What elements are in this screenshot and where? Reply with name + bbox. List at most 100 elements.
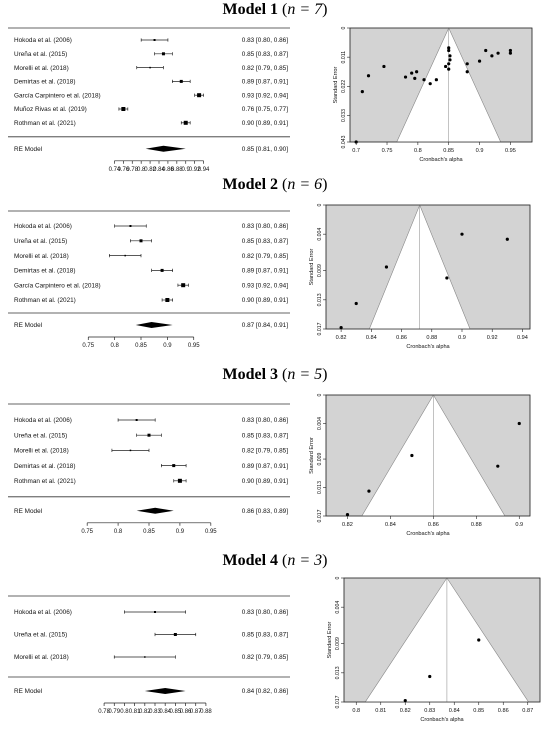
study-label: Rothman et al. (2021) [14,297,76,304]
forest-x-tick-label: 0.82 [139,709,151,715]
funnel-point [484,48,488,53]
study-point-marker [197,93,202,98]
study-label: Ureña et al. (2015) [14,432,67,439]
study-ci-text: 0.83 [0.80, 0.86] [242,417,288,424]
funnel-x-axis-title: Cronbach's alpha [406,531,450,537]
funnel-y-tick-label: 0.017 [317,322,323,335]
funnel-x-tick-label: 0.82 [336,335,347,341]
funnel-point [517,421,521,426]
study-point-marker [124,254,126,257]
funnel-point [410,453,414,458]
forest-x-tick-label: 0.75 [82,343,94,349]
study-label: García Carpintero et al. (2018) [14,282,101,289]
re-model-label: RE Model [14,688,42,695]
funnel-point [445,276,449,280]
model-title-text: Model 2 [222,176,279,193]
funnel-y-tick-label: 0.017 [317,509,323,522]
study-label: Morelli et al. (2018) [14,65,69,72]
re-model-label: RE Model [14,322,42,329]
study-label: Rothman et al. (2021) [14,120,76,127]
re-model-ci-text: 0.87 [0.84, 0.91] [242,322,288,329]
funnel-point [447,67,451,71]
funnel-y-tick-label: 0.009 [317,264,323,277]
funnel-plot-model-1: 0.7 0.75 0.8 0.85 0.9 0.95 Cronbach's alpha 0 0.… [333,26,533,163]
model-n-text: n = 7 [287,1,323,18]
funnel-x-tick-label: 0.95 [505,148,516,154]
study-ci-text: 0.83 [0.80, 0.86] [242,223,288,230]
study-label: Demirtas et al. (2018) [14,79,75,86]
study-point-marker [129,225,132,227]
funnel-point [496,464,500,468]
funnel-plot-model-2: 0.82 0.84 0.86 0.88 0.9 0.92 0.94 Cronbach's al… [309,203,531,350]
study-point-marker [179,79,183,83]
study-label: Demirtas et al. (2018) [14,463,75,470]
funnel-x-tick-label: 0.8 [414,148,422,154]
funnel-y-tick-label: 0.004 [317,417,323,430]
funnel-x-tick-label: 0.9 [515,522,523,528]
forest-x-tick-label: 0.75 [81,529,93,535]
funnel-point [496,51,500,55]
forest-x-tick-label: 0.95 [188,343,200,349]
forest-x-tick-label: 0.87 [190,709,202,715]
model-title-text: Model 3 [222,366,279,383]
study-ci-text: 0.90 [0.89, 0.91] [242,297,288,304]
funnel-point [505,237,509,241]
funnel-plot-model-3: 0.82 0.84 0.86 0.88 0.9 Cronbach's alpha 0 0.00… [309,393,531,537]
study-point-marker [165,298,170,302]
funnel-x-tick-label: 0.86 [428,522,439,528]
funnel-point [428,674,432,679]
funnel-y-tick-label: 0.022 [341,80,347,93]
study-label: Hokoda et al. (2006) [14,417,72,424]
forest-x-tick-label: 0.92 [189,167,201,173]
study-ci-text: 0.82 [0.79, 0.85] [242,65,288,72]
forest-x-tick-label: 0.84 [153,167,165,173]
study-label: Ureña et al. (2015) [14,238,67,245]
model-2-title: Model 2 (n = 6) [0,176,550,194]
study-ci-text: 0.89 [0.87, 0.91] [242,463,288,470]
funnel-frame [325,394,531,517]
study-ci-text: 0.85 [0.83, 0.87] [242,51,288,58]
funnel-point [460,232,464,236]
funnel-x-tick-label: 0.86 [498,708,509,714]
funnel-x-tick-label: 0.9 [476,148,484,154]
forest-x-tick-label: 0.88 [200,709,212,715]
model-1-title: Model 1 (n = 7) [0,1,550,19]
funnel-x-tick-label: 0.83 [424,708,435,714]
funnel-point [367,489,371,493]
study-point-marker [181,283,186,288]
model-title-text: Model 1 [222,1,279,18]
study-point-marker [135,419,138,421]
funnel-point [410,71,414,75]
funnel-y-tick-label: 0.017 [335,695,341,708]
forest-x-tick-label: 0.94 [198,167,210,173]
study-ci-text: 0.90 [0.89, 0.91] [242,120,288,127]
re-model-label: RE Model [14,508,42,515]
funnel-point [434,78,438,82]
funnel-y-axis-title: Standard Error [333,67,339,104]
study-label: Morelli et al. (2018) [14,448,69,455]
study-ci-text: 0.82 [0.79, 0.85] [242,253,288,260]
forest-x-tick-label: 0.74 [109,167,121,173]
funnel-point [382,64,386,69]
funnel-x-tick-label: 0.82 [342,522,353,528]
funnel-y-axis-title: Standard Error [309,437,315,474]
funnel-point [447,62,451,66]
study-ci-text: 0.83 [0.80, 0.86] [242,37,288,44]
re-model-diamond [145,145,186,152]
forest-x-tick-label: 0.85 [143,529,155,535]
forest-x-tick-label: 0.8 [137,167,146,173]
study-point-marker [144,656,146,658]
funnel-point [354,301,358,306]
forest-plot-model-2: Hokoda et al. (2006) 0.83 [0.80, 0.86] Ure… [8,210,290,349]
forest-x-tick-label: 0.95 [205,529,217,535]
model-4-title: Model 4 (n = 3) [0,552,550,570]
funnel-point [366,74,371,78]
study-label: Demirtas et al. (2018) [14,268,75,275]
funnel-x-tick-label: 0.88 [471,522,482,528]
funnel-y-tick-label: 0.009 [335,637,341,650]
study-ci-text: 0.82 [0.79, 0.85] [242,654,288,661]
study-point-marker [172,464,176,468]
funnel-point [345,512,350,517]
funnel-point [413,76,417,80]
study-ci-text: 0.85 [0.83, 0.87] [242,632,288,639]
